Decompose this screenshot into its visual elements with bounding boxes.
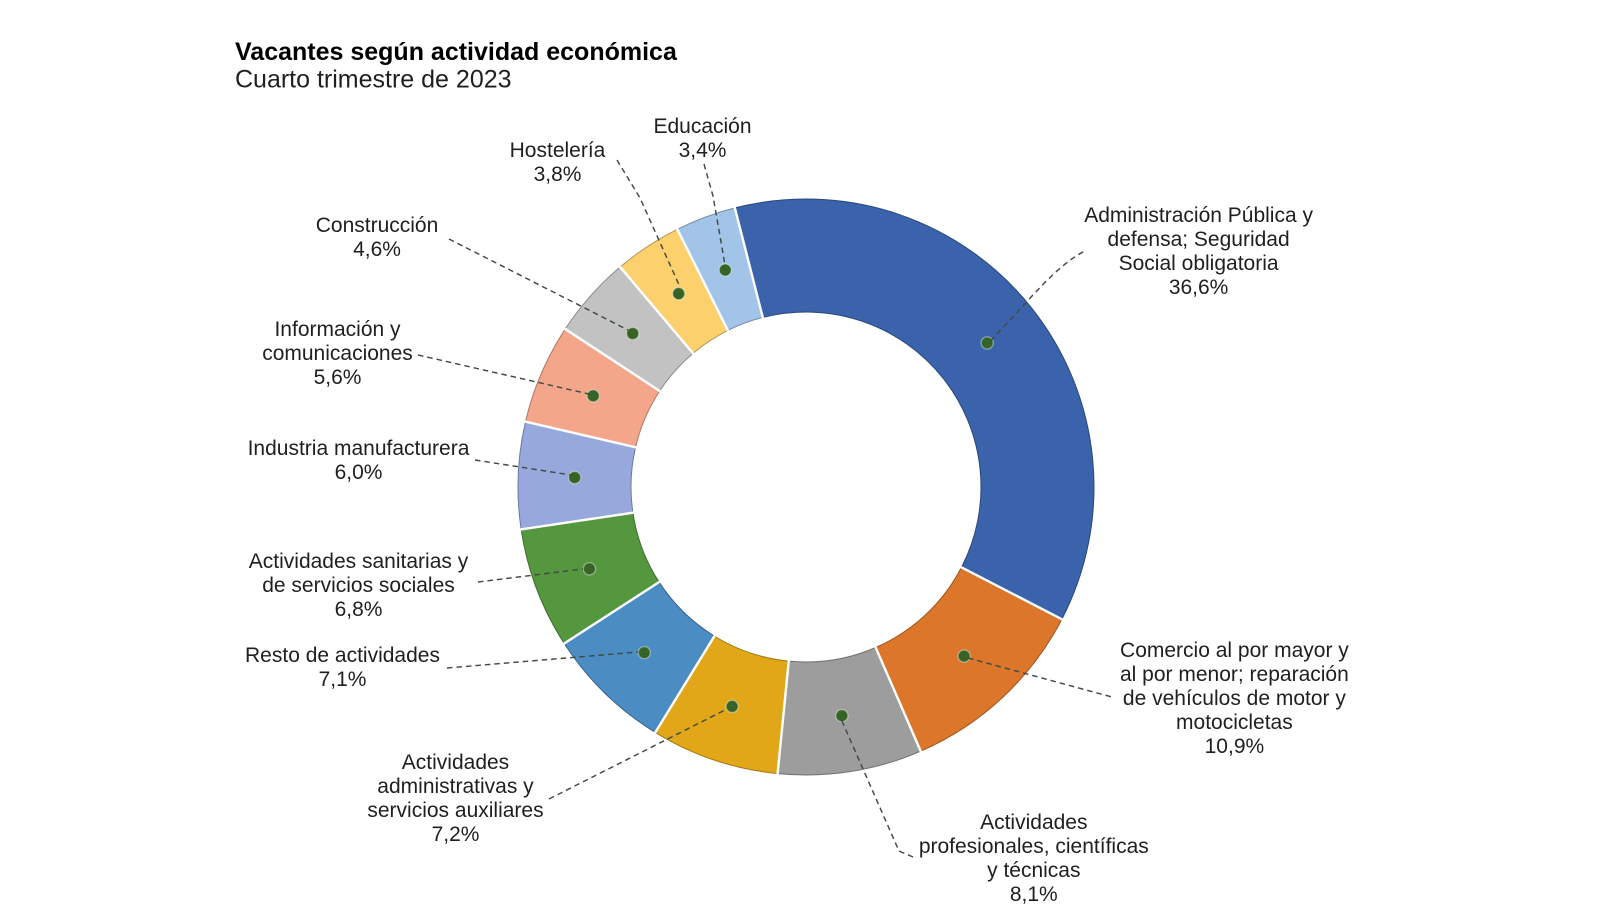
svg-text:6,8%: 6,8%: [335, 598, 383, 621]
svg-text:Actividades sanitarias y: Actividades sanitarias y: [249, 550, 469, 573]
svg-text:servicios auxiliares: servicios auxiliares: [367, 799, 543, 822]
svg-text:7,2%: 7,2%: [432, 823, 480, 846]
svg-text:Social obligatoria: Social obligatoria: [1119, 252, 1279, 275]
svg-text:de servicios sociales: de servicios sociales: [262, 574, 455, 597]
svg-text:Comercio al por mayor y: Comercio al por mayor y: [1120, 639, 1349, 662]
svg-text:al por menor; reparación: al por menor; reparación: [1120, 663, 1349, 686]
svg-text:Administración Pública y: Administración Pública y: [1084, 204, 1313, 227]
svg-text:Industria manufacturera: Industria manufacturera: [248, 437, 470, 460]
svg-text:Vacantes según actividad econó: Vacantes según actividad económica: [235, 38, 678, 66]
svg-text:6,0%: 6,0%: [335, 461, 383, 484]
svg-text:Cuarto trimestre de 2023: Cuarto trimestre de 2023: [235, 66, 512, 94]
svg-text:36,6%: 36,6%: [1169, 276, 1229, 299]
svg-text:Educación: Educación: [653, 115, 751, 138]
svg-text:10,9%: 10,9%: [1205, 735, 1265, 758]
svg-text:7,1%: 7,1%: [319, 668, 367, 691]
svg-text:3,8%: 3,8%: [534, 163, 582, 186]
svg-text:de vehículos de motor y: de vehículos de motor y: [1123, 687, 1346, 710]
svg-text:y técnicas: y técnicas: [987, 859, 1080, 882]
svg-text:4,6%: 4,6%: [353, 238, 401, 261]
svg-text:administrativas y: administrativas y: [377, 775, 534, 798]
svg-text:motocicletas: motocicletas: [1176, 711, 1293, 734]
svg-text:Información y: Información y: [274, 318, 401, 341]
svg-text:Actividades: Actividades: [980, 811, 1087, 834]
svg-text:5,6%: 5,6%: [314, 366, 362, 389]
svg-text:comunicaciones: comunicaciones: [262, 342, 413, 365]
svg-text:Resto de actividades: Resto de actividades: [245, 644, 440, 667]
svg-text:8,1%: 8,1%: [1010, 883, 1058, 906]
svg-text:Hostelería: Hostelería: [510, 139, 606, 162]
svg-text:3,4%: 3,4%: [679, 139, 727, 162]
svg-text:Actividades: Actividades: [402, 751, 509, 774]
svg-text:profesionales, científicas: profesionales, científicas: [919, 835, 1149, 858]
svg-text:defensa; Seguridad: defensa; Seguridad: [1108, 228, 1290, 251]
svg-text:Construcción: Construcción: [316, 214, 439, 237]
